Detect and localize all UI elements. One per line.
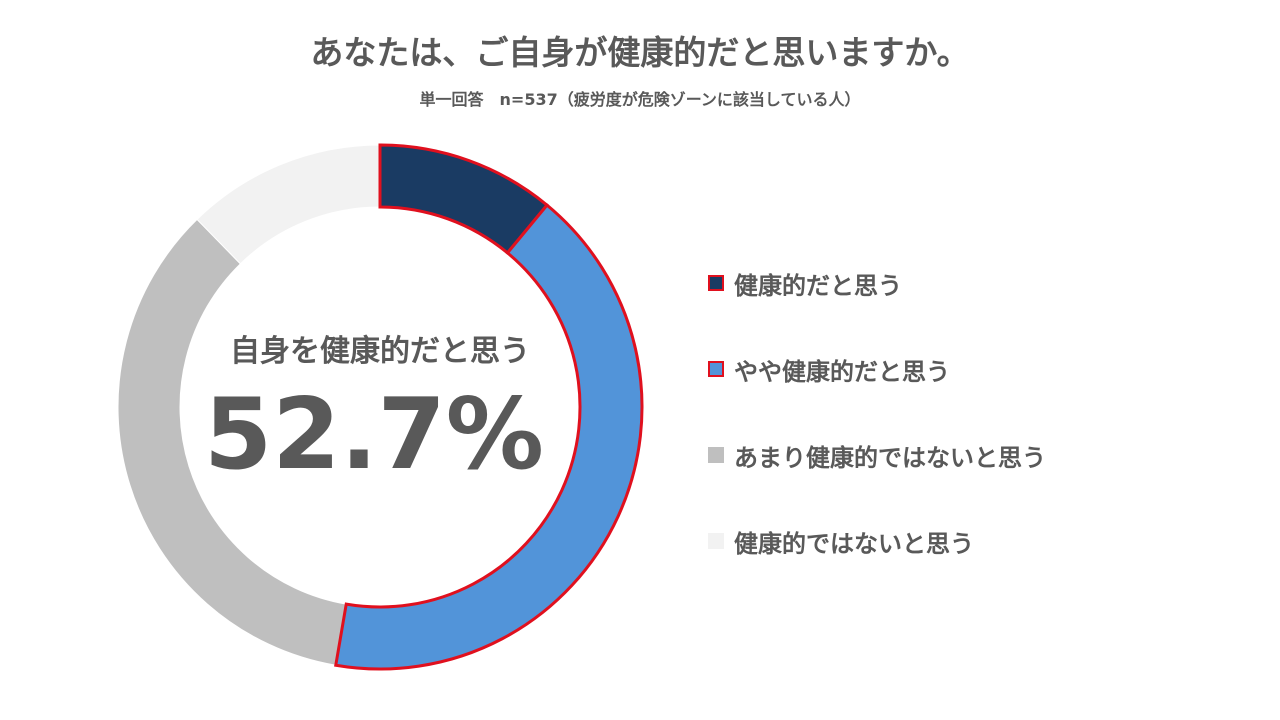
center-label: 自身を健康的だと思う	[230, 334, 530, 369]
chart-title: あなたは、ご自身が健康的だと思いますか。	[310, 33, 970, 72]
legend: 健康的だと思う やや健康的だと思う あまり健康的ではないと思う 健康的ではないと…	[708, 262, 1046, 606]
legend-item-somewhat-healthy: やや健康的だと思う	[708, 348, 1046, 390]
legend-swatch	[708, 533, 724, 549]
chart-subtitle: 単一回答 n=537（疲労度が危険ゾーンに該当している人）	[419, 90, 861, 109]
legend-item-not-healthy: 健康的ではないと思う	[708, 520, 1046, 562]
legend-label: やや健康的だと思う	[734, 357, 950, 386]
legend-label: 健康的ではないと思う	[734, 529, 974, 558]
slice-not-healthy	[196, 144, 381, 265]
legend-item-not-very-healthy: あまり健康的ではないと思う	[708, 434, 1046, 476]
legend-swatch	[708, 447, 724, 463]
legend-label: あまり健康的ではないと思う	[734, 443, 1046, 472]
legend-swatch	[708, 275, 724, 291]
slice-somewhat-healthy	[334, 203, 644, 671]
legend-item-healthy: 健康的だと思う	[708, 262, 1046, 304]
legend-swatch	[708, 361, 724, 377]
center-value: 52.7%	[204, 378, 544, 492]
legend-label: 健康的だと思う	[734, 271, 902, 300]
slice-not-very-healthy	[117, 218, 347, 666]
